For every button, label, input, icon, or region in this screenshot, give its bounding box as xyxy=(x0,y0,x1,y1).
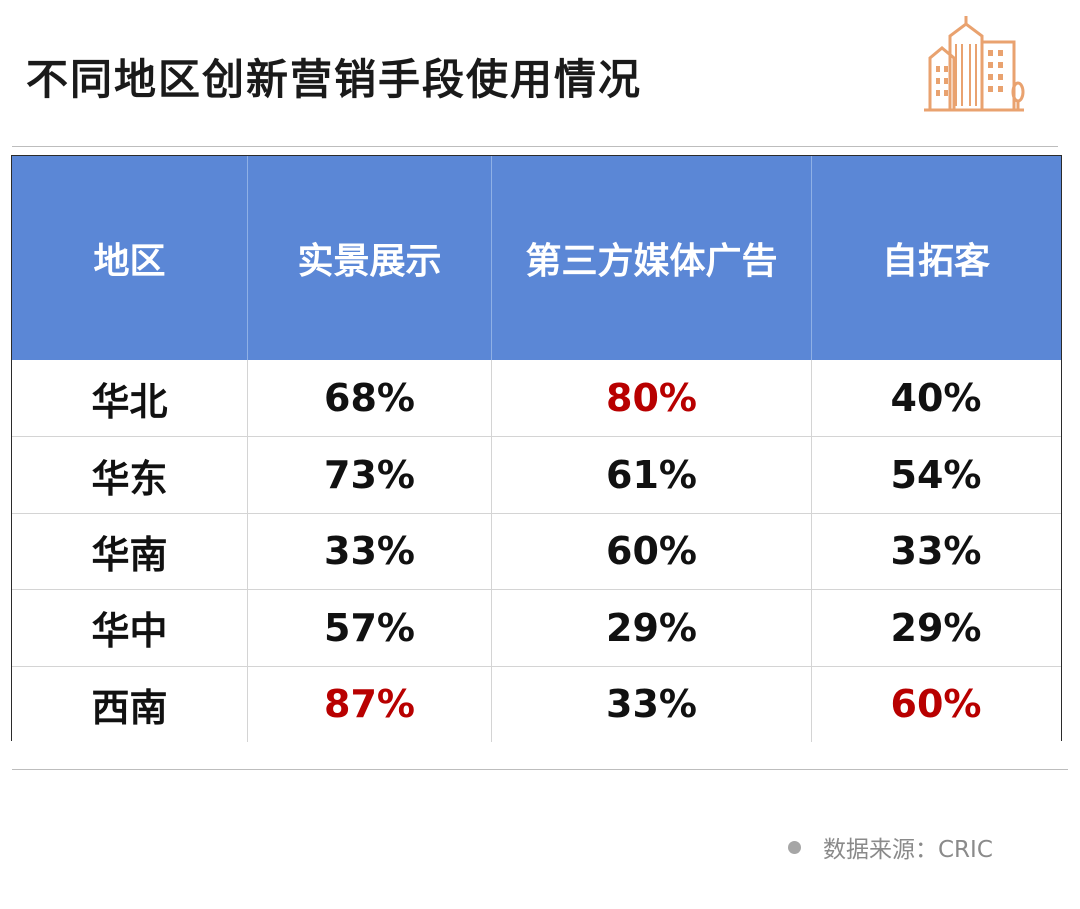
value-cell: 73% xyxy=(247,437,491,513)
page-title: 不同地区创新营销手段使用情况 xyxy=(26,55,643,104)
header-cell-self-acquisition: 自拓客 xyxy=(811,156,1060,360)
bullet-dot-icon xyxy=(788,840,801,854)
bottom-divider xyxy=(12,769,1068,770)
source-label: 数据来源：CRIC xyxy=(823,837,993,863)
value-cell: 60% xyxy=(811,666,1060,742)
value-cell: 87% xyxy=(247,666,491,742)
value-cell: 33% xyxy=(811,513,1060,590)
region-cell: 华中 xyxy=(91,609,168,654)
region-cell: 华北 xyxy=(91,379,168,424)
data-table: 地区 实景展示 第三方媒体广告 自拓客 华北 68% 80% 40% 华东 73… xyxy=(11,155,1062,742)
table-row: 华东 73% 61% 54% xyxy=(12,436,1061,513)
region-cell: 华南 xyxy=(91,532,168,577)
region-cell: 西南 xyxy=(91,685,168,730)
value-cell: 29% xyxy=(811,590,1060,666)
table-row: 华南 33% 60% 33% xyxy=(12,512,1061,590)
value-cell: 33% xyxy=(491,666,811,742)
top-divider xyxy=(12,146,1058,147)
value-cell: 54% xyxy=(811,437,1060,513)
region-cell: 华东 xyxy=(91,456,168,501)
data-source: 数据来源：CRIC xyxy=(788,830,993,864)
value-cell: 61% xyxy=(491,437,811,513)
header-cell-region: 地区 xyxy=(93,241,166,282)
value-cell: 80% xyxy=(491,360,811,437)
table-row: 华北 68% 80% 40% xyxy=(12,360,1061,437)
header-cell-third-party-ads: 第三方媒体广告 xyxy=(491,156,811,360)
value-cell: 40% xyxy=(811,360,1060,437)
value-cell: 29% xyxy=(491,590,811,666)
city-buildings-icon xyxy=(924,16,1025,112)
header-cell-scene-display: 实景展示 xyxy=(247,156,491,360)
value-cell: 57% xyxy=(247,590,491,666)
value-cell: 68% xyxy=(247,360,491,437)
table-header-row: 地区 实景展示 第三方媒体广告 自拓客 xyxy=(12,156,1061,360)
value-cell: 60% xyxy=(491,513,811,590)
table-row: 西南 87% 33% 60% xyxy=(12,665,1061,742)
value-cell: 33% xyxy=(247,513,491,590)
table-row: 华中 57% 29% 29% xyxy=(12,589,1061,666)
